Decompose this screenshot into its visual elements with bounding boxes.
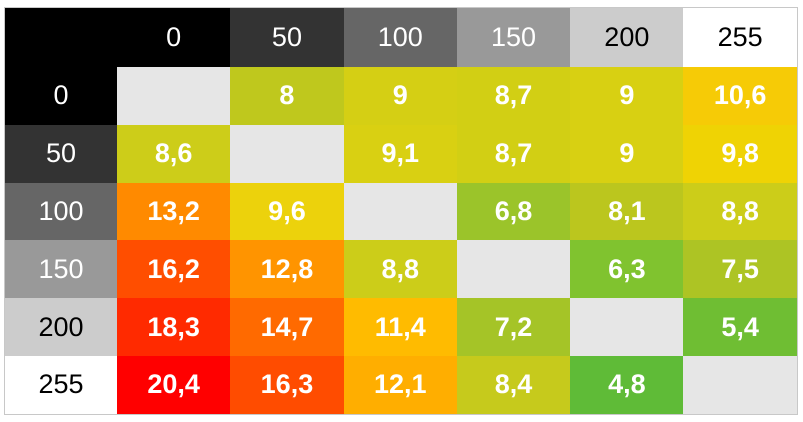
heatmap-table: 0 50 100 150 200 255 0 8 9 8,7 9 10,6 50 8,6 9,1 8,7 9 9,… (4, 7, 798, 415)
heatmap-cell: 9 (570, 124, 684, 183)
row-header: 150 (5, 240, 117, 299)
row-header: 200 (5, 298, 117, 356)
heatmap-cell: 9,6 (230, 182, 344, 241)
heatmap-cell: 16,3 (230, 355, 344, 414)
column-header: 100 (343, 8, 457, 67)
heatmap-cell: 9 (343, 67, 457, 125)
heatmap-cell: 13,2 (117, 182, 231, 241)
heatmap-cell: 8,1 (570, 182, 684, 241)
diagonal-cell (456, 240, 571, 299)
heatmap-cell: 12,8 (230, 240, 344, 299)
heatmap-cell: 14,7 (230, 298, 344, 356)
heatmap-cell: 16,2 (117, 240, 231, 299)
diagonal-cell (117, 67, 231, 125)
column-header: 255 (683, 8, 797, 67)
diagonal-cell (343, 182, 457, 241)
corner-cell (5, 8, 117, 67)
diagonal-cell (570, 298, 684, 356)
heatmap-cell: 10,6 (683, 67, 797, 125)
heatmap-cell: 8,7 (456, 124, 571, 183)
diagonal-cell (230, 124, 344, 183)
heatmap-cell: 9,8 (683, 124, 797, 183)
heatmap-cell: 7,5 (683, 240, 797, 299)
column-header: 150 (456, 8, 571, 67)
row-header: 100 (5, 182, 117, 241)
heatmap-cell: 8,7 (456, 67, 571, 125)
heatmap-cell: 8 (230, 67, 344, 125)
heatmap-cell: 20,4 (117, 355, 231, 414)
row-header: 0 (5, 67, 117, 125)
column-header: 50 (230, 8, 344, 67)
heatmap-cell: 9 (570, 67, 684, 125)
column-header: 0 (117, 8, 231, 67)
row-header: 255 (5, 355, 117, 414)
heatmap-cell: 8,8 (343, 240, 457, 299)
diagonal-cell (683, 355, 797, 414)
heatmap-cell: 6,3 (570, 240, 684, 299)
row-header: 50 (5, 124, 117, 183)
heatmap-cell: 6,8 (456, 182, 571, 241)
heatmap-cell: 5,4 (683, 298, 797, 356)
heatmap-cell: 9,1 (343, 124, 457, 183)
heatmap-cell: 8,6 (117, 124, 231, 183)
heatmap-cell: 8,4 (456, 355, 571, 414)
heatmap-cell: 18,3 (117, 298, 231, 356)
heatmap-cell: 4,8 (570, 355, 684, 414)
column-header: 200 (570, 8, 684, 67)
heatmap-cell: 12,1 (343, 355, 457, 414)
heatmap-cell: 7,2 (456, 298, 571, 356)
heatmap-cell: 11,4 (343, 298, 457, 356)
heatmap-cell: 8,8 (683, 182, 797, 241)
